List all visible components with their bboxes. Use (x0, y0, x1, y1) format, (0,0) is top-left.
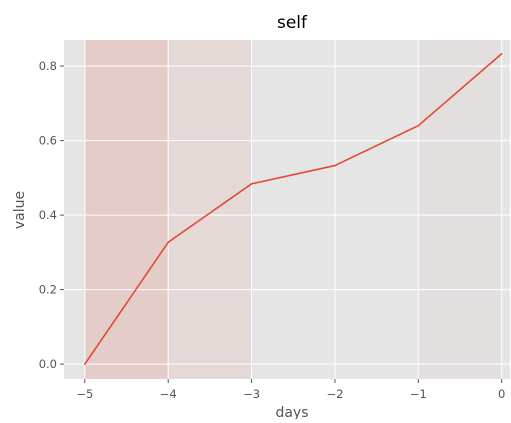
x-tick-label: −3 (243, 387, 260, 401)
data-point (167, 241, 170, 244)
series-layer (84, 52, 503, 365)
x-tick-label: −4 (160, 387, 177, 401)
y-tick-label: 0.0 (39, 357, 57, 371)
chart-title: self (277, 13, 308, 33)
shaded-band (168, 40, 252, 379)
plot-area (64, 40, 510, 379)
y-axis-label: value (12, 191, 28, 229)
data-point (334, 164, 336, 167)
x-axis-label: days (275, 405, 308, 419)
series-line (84, 53, 503, 365)
y-tick-label: 0.6 (39, 134, 57, 148)
y-tick-label: 0.2 (39, 283, 57, 297)
y-axis-ticks: 0.0 0.2 0.4 0.6 0.8 (39, 59, 64, 371)
data-point (250, 182, 253, 185)
shaded-bands (84, 40, 501, 379)
y-tick-label: 0.4 (39, 208, 57, 222)
grid-lines (64, 40, 510, 379)
x-tick-label: −1 (410, 387, 427, 401)
y-tick-label: 0.8 (39, 59, 57, 73)
shaded-band (418, 40, 501, 379)
shaded-band (84, 40, 169, 379)
x-axis-ticks: −5 −4 −3 −2 −1 0 (76, 379, 505, 401)
x-tick-label: −2 (326, 387, 343, 401)
data-point (84, 363, 86, 365)
data-point (417, 124, 420, 127)
x-tick-label: −5 (76, 387, 93, 401)
data-point (500, 52, 503, 55)
x-tick-label: 0 (498, 387, 505, 401)
